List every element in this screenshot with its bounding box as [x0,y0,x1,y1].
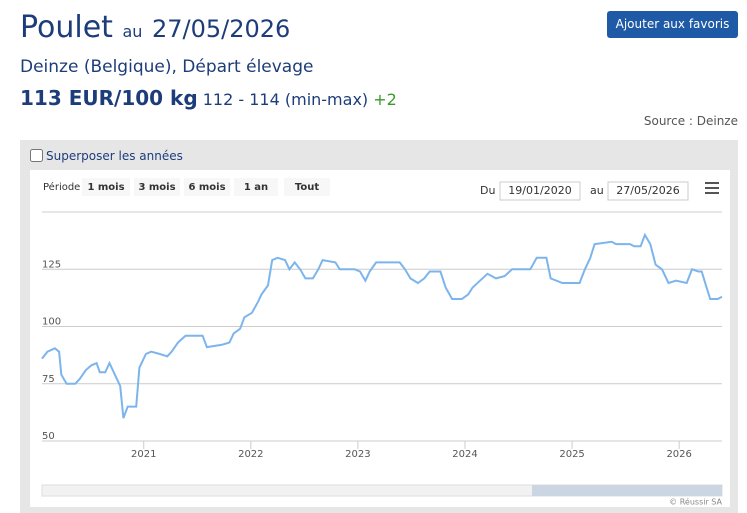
period-button-label: 6 mois [188,182,225,193]
price: 113 EUR/100 kg [20,86,198,110]
to-label: au [590,184,604,197]
y-tick-label: 125 [42,259,61,270]
favorite-button[interactable]: Ajouter aux favoris [607,11,738,38]
from-label: Du [480,184,495,197]
period-button[interactable] [184,178,230,196]
period-button[interactable] [284,178,330,196]
period-button-label: 1 an [244,182,268,193]
date-prefix: au [122,22,143,41]
period-button-label: 1 mois [87,182,124,193]
market: Deinze (Belgique), Départ élevage [20,57,314,77]
from-input[interactable] [499,181,581,201]
y-tick-label: 50 [42,431,55,442]
price-line [41,232,723,419]
credit: © Réussir SA [669,497,722,507]
source: Source : Deinze [643,114,738,128]
period-button[interactable] [234,178,278,196]
to-date: 27/05/2026 [616,184,679,197]
period-label: Période [43,181,80,193]
period-button-label: Tout [295,182,319,193]
menu-icon[interactable] [705,182,719,194]
from-date: 19/01/2020 [508,184,571,197]
period-button[interactable] [82,178,130,196]
change: +2 [373,90,397,109]
to-input[interactable] [607,181,689,201]
range: 112 - 114 (min-max) [202,90,369,109]
x-tick-label: 2023 [345,449,370,460]
date: 27/05/2026 [152,15,291,43]
title: Poulet [20,10,113,45]
favorite-label: Ajouter aux favoris [615,17,730,31]
y-tick-label: 75 [42,374,55,385]
price-row: 113 EUR/100 kg 112 - 114 (min-max) +2 [20,86,397,110]
x-tick-label: 2026 [666,449,691,460]
scroll-handle[interactable] [532,485,722,496]
x-tick-label: 2021 [131,449,156,460]
period-button[interactable] [134,178,180,196]
overlay-label: Superposer les années [46,149,183,163]
overlay-option[interactable]: Superposer les années [30,149,183,163]
period-button-label: 3 mois [138,182,175,193]
x-tick-label: 2024 [452,449,477,460]
title-row: Poulet au 27/05/2026 [20,10,290,45]
chart-area [30,170,730,507]
x-tick-label: 2022 [238,449,263,460]
y-tick-label: 100 [42,317,61,328]
x-tick-label: 2025 [559,449,584,460]
overlay-checkbox[interactable] [30,149,43,162]
